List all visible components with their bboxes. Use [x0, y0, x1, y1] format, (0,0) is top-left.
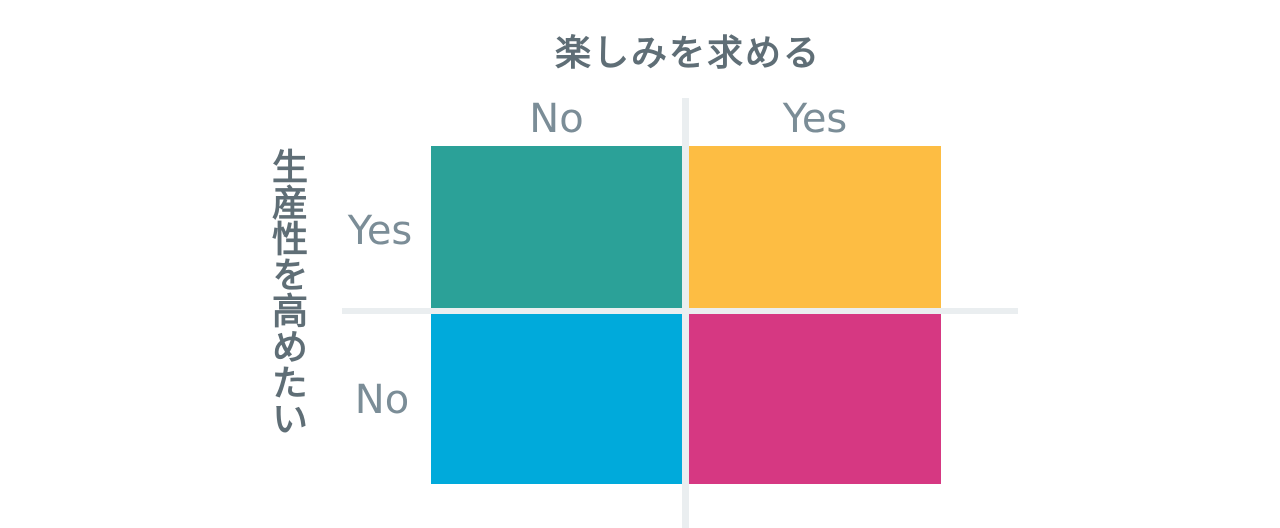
x-axis-title: 楽しみを求める [554, 33, 821, 74]
quadrant-top-left [431, 146, 682, 308]
quadrant-bottom-left [431, 314, 682, 484]
quadrant-bottom-right [689, 314, 941, 484]
quadrant-top-right [689, 146, 941, 308]
horizontal-divider [342, 308, 1018, 314]
y-label-no: No [354, 377, 410, 423]
y-label-yes: Yes [347, 208, 413, 254]
y-axis-title: 生産性を高めたい [266, 148, 307, 436]
x-label-no: No [529, 96, 584, 142]
x-label-yes: Yes [782, 96, 848, 142]
